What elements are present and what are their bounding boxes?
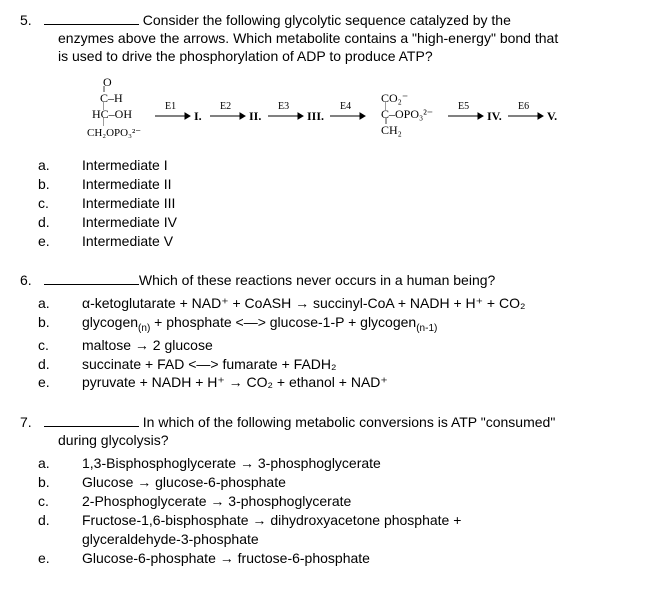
reaction-scheme: O ‖ C–H HC–OH | CH₂OPO₃²⁻ | E1 E2 E3 E4 … — [20, 76, 648, 148]
q7-stem: 7. In which of the following metabolic c… — [20, 412, 648, 448]
svg-text:IV.: IV. — [487, 109, 502, 123]
q6-stem: 6. Which of these reactions never occurs… — [20, 270, 648, 288]
choice-d: d.Intermediate IV — [38, 213, 648, 232]
choice-a: a.Intermediate I — [38, 156, 648, 175]
blank — [44, 412, 139, 427]
choice-e: e.pyruvate + NADH + H⁺ → CO₂ + ethanol +… — [38, 373, 648, 392]
q7-text-1: In which of the following metabolic conv… — [143, 414, 556, 430]
choice-a: a.1,3-Bisphosphoglycerate → 3-phosphogly… — [38, 454, 648, 473]
svg-text:E4: E4 — [340, 101, 351, 112]
q5-text-3: is used to drive the phosphorylation of … — [20, 48, 648, 64]
q6-choices: a.α-ketoglutarate + NAD⁺ + CoASH → succi… — [20, 294, 648, 392]
svg-text:E5: E5 — [458, 101, 469, 112]
choice-d: d.succinate + FAD <—> fumarate + FADH₂ — [38, 355, 648, 374]
svg-text:E2: E2 — [220, 101, 231, 112]
choice-b: b.Intermediate II — [38, 175, 648, 194]
q5-text-2: enzymes above the arrows. Which metaboli… — [20, 30, 648, 46]
svg-text:|: | — [103, 101, 105, 110]
choice-e: e.Glucose-6-phosphate → fructose-6-phosp… — [38, 549, 648, 568]
svg-text:III.: III. — [307, 109, 324, 123]
svg-text:CH₂: CH₂ — [381, 123, 402, 137]
q5-stem: 5. Consider the following glycolytic seq… — [20, 10, 648, 64]
svg-text:CH₂OPO₃²⁻: CH₂OPO₃²⁻ — [87, 127, 141, 139]
q7-choices: a.1,3-Bisphosphoglycerate → 3-phosphogly… — [20, 454, 648, 567]
svg-text:E6: E6 — [518, 101, 529, 112]
choice-a: a.α-ketoglutarate + NAD⁺ + CoASH → succi… — [38, 294, 648, 313]
q7-text-2: during glycolysis? — [20, 432, 648, 448]
blank — [44, 270, 139, 285]
choice-e: e.Intermediate V — [38, 232, 648, 251]
question-5: 5. Consider the following glycolytic seq… — [20, 10, 648, 250]
question-7: 7. In which of the following metabolic c… — [20, 412, 648, 567]
q5-choices: a.Intermediate I b.Intermediate II c.Int… — [20, 156, 648, 250]
svg-text:E1: E1 — [165, 101, 176, 112]
svg-text:C–OPO₃²⁻: C–OPO₃²⁻ — [381, 107, 433, 121]
choice-c: c.maltose → 2 glucose — [38, 336, 648, 355]
choice-b: b.glycogen(n) + phosphate <—> glucose-1-… — [38, 313, 648, 335]
choice-b: b.Glucose → glucose-6-phosphate — [38, 473, 648, 492]
choice-c: c.2-Phosphoglycerate → 3-phosphoglycerat… — [38, 492, 648, 511]
svg-text:E3: E3 — [278, 101, 289, 112]
choice-c: c.Intermediate III — [38, 194, 648, 213]
q5-number: 5. — [20, 12, 40, 28]
svg-text:HC–OH: HC–OH — [92, 107, 132, 121]
q6-text: Which of these reactions never occurs in… — [139, 272, 495, 288]
svg-text:II.: II. — [249, 109, 261, 123]
svg-text:|: | — [103, 117, 105, 126]
svg-text:I.: I. — [194, 109, 202, 123]
q6-number: 6. — [20, 272, 40, 288]
blank — [44, 10, 139, 25]
choice-d: d.Fructose-1,6-bisphosphate → dihydroxya… — [38, 511, 648, 549]
q5-text-1: Consider the following glycolytic sequen… — [143, 12, 511, 28]
question-6: 6. Which of these reactions never occurs… — [20, 270, 648, 392]
svg-text:V.: V. — [547, 109, 557, 123]
q7-number: 7. — [20, 414, 40, 430]
